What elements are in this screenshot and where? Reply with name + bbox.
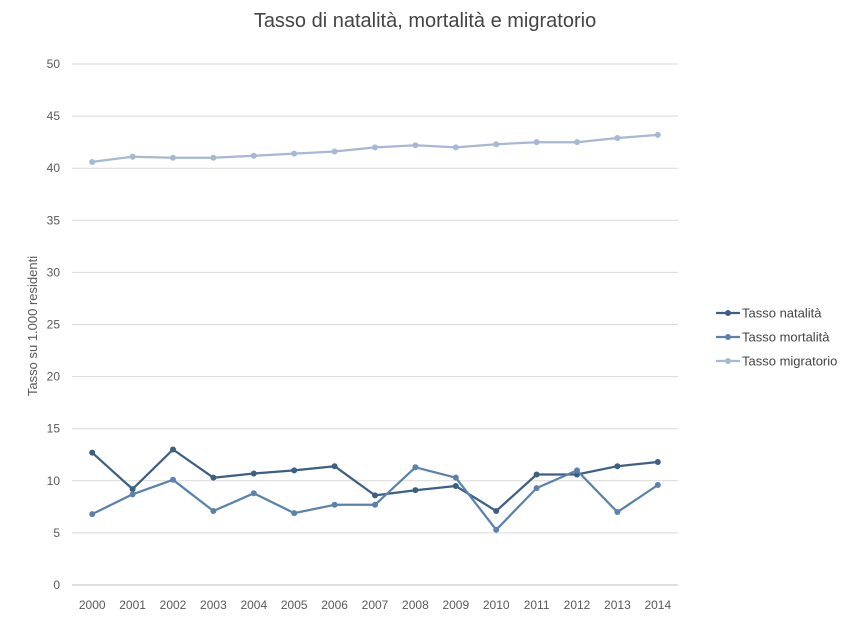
data-point [129, 486, 136, 493]
x-tick-label: 2010 [483, 598, 510, 612]
axes: 0 5 10 15 20 25 30 35 40 45 50 2000 2001 2002 2003 2004… [47, 57, 672, 612]
data-point [170, 154, 176, 161]
data-point [574, 139, 580, 146]
data-point [493, 526, 500, 533]
data-point [210, 508, 217, 515]
data-point [250, 490, 257, 497]
data-point [372, 144, 378, 151]
data-point [533, 471, 540, 478]
y-tick-label: 0 [53, 578, 60, 592]
data-point [452, 144, 459, 151]
data-point [129, 153, 136, 160]
data-point [250, 470, 257, 477]
legend-label: Tasso mortalità [742, 330, 830, 345]
y-tick-label: 10 [47, 474, 61, 488]
x-tick-label: 2009 [442, 598, 469, 612]
data-point [372, 501, 378, 508]
data-point [331, 463, 338, 470]
data-point [452, 483, 459, 490]
y-tick-label: 20 [47, 370, 61, 384]
y-tick-label: 15 [47, 422, 61, 436]
data-point [89, 449, 96, 456]
series-lines [89, 131, 661, 533]
x-tick-label: 2003 [200, 598, 227, 612]
y-tick-label: 25 [47, 318, 61, 332]
x-tick-label: 2005 [281, 598, 308, 612]
series-line [91, 466, 659, 531]
data-point [654, 131, 661, 138]
y-tick-label: 5 [53, 526, 60, 540]
data-point [654, 481, 661, 488]
data-point [614, 463, 621, 470]
legend-item: Tasso migratorio [716, 354, 837, 369]
x-tick-label: 2004 [240, 598, 267, 612]
x-tick-label: 2012 [564, 598, 591, 612]
data-point [574, 467, 580, 474]
legend-item: Tasso natalità [716, 306, 822, 321]
data-point [372, 492, 378, 499]
data-point [614, 134, 621, 141]
y-tick-label: 35 [47, 213, 61, 227]
data-point [654, 459, 661, 466]
x-tick-label: 2000 [79, 598, 106, 612]
data-point [129, 491, 136, 498]
data-point [412, 487, 419, 494]
gridlines [72, 63, 678, 586]
y-tick-label: 45 [47, 109, 61, 123]
data-point [210, 154, 217, 161]
data-point [170, 476, 176, 483]
data-point [250, 152, 257, 159]
legend-swatch-marker [725, 310, 731, 316]
data-point [412, 142, 419, 149]
y-tick-label: 50 [47, 57, 61, 71]
data-point [210, 474, 217, 481]
series-2 [89, 464, 661, 533]
series-3 [89, 131, 661, 165]
y-tick-label: 30 [47, 265, 61, 279]
x-tick-label: 2001 [119, 598, 146, 612]
legend-item: Tasso mortalità [716, 330, 830, 345]
data-point [493, 508, 500, 515]
legend-swatch-marker [725, 358, 731, 364]
chart-title: Tasso di natalità, mortalità e migratori… [253, 10, 597, 32]
data-point [412, 464, 419, 471]
data-point [331, 501, 338, 508]
x-tick-label: 2002 [160, 598, 187, 612]
data-point [89, 511, 96, 518]
legend-swatch-marker [725, 334, 731, 340]
data-point [533, 485, 540, 492]
x-tick-label: 2006 [321, 598, 348, 612]
data-point [533, 139, 540, 146]
x-tick-label: 2013 [604, 598, 631, 612]
legend: Tasso natalità Tasso mortalità Tasso migra… [716, 306, 837, 369]
data-point [89, 158, 96, 165]
legend-label: Tasso migratorio [742, 354, 837, 369]
data-point [331, 148, 338, 155]
data-point [291, 150, 298, 157]
x-tick-label: 2007 [362, 598, 389, 612]
data-point [493, 141, 500, 148]
y-tick-label: 40 [47, 161, 61, 175]
y-axis-label: Tasso su 1.000 residenti [25, 256, 40, 396]
data-point [291, 467, 298, 474]
data-point [452, 474, 459, 481]
x-tick-label: 2014 [644, 598, 671, 612]
x-tick-label: 2008 [402, 598, 429, 612]
legend-label: Tasso natalità [742, 306, 822, 321]
data-point [170, 446, 176, 453]
data-point [291, 510, 298, 517]
data-point [614, 509, 621, 516]
series-1 [89, 446, 661, 515]
x-tick-label: 2011 [524, 598, 550, 612]
